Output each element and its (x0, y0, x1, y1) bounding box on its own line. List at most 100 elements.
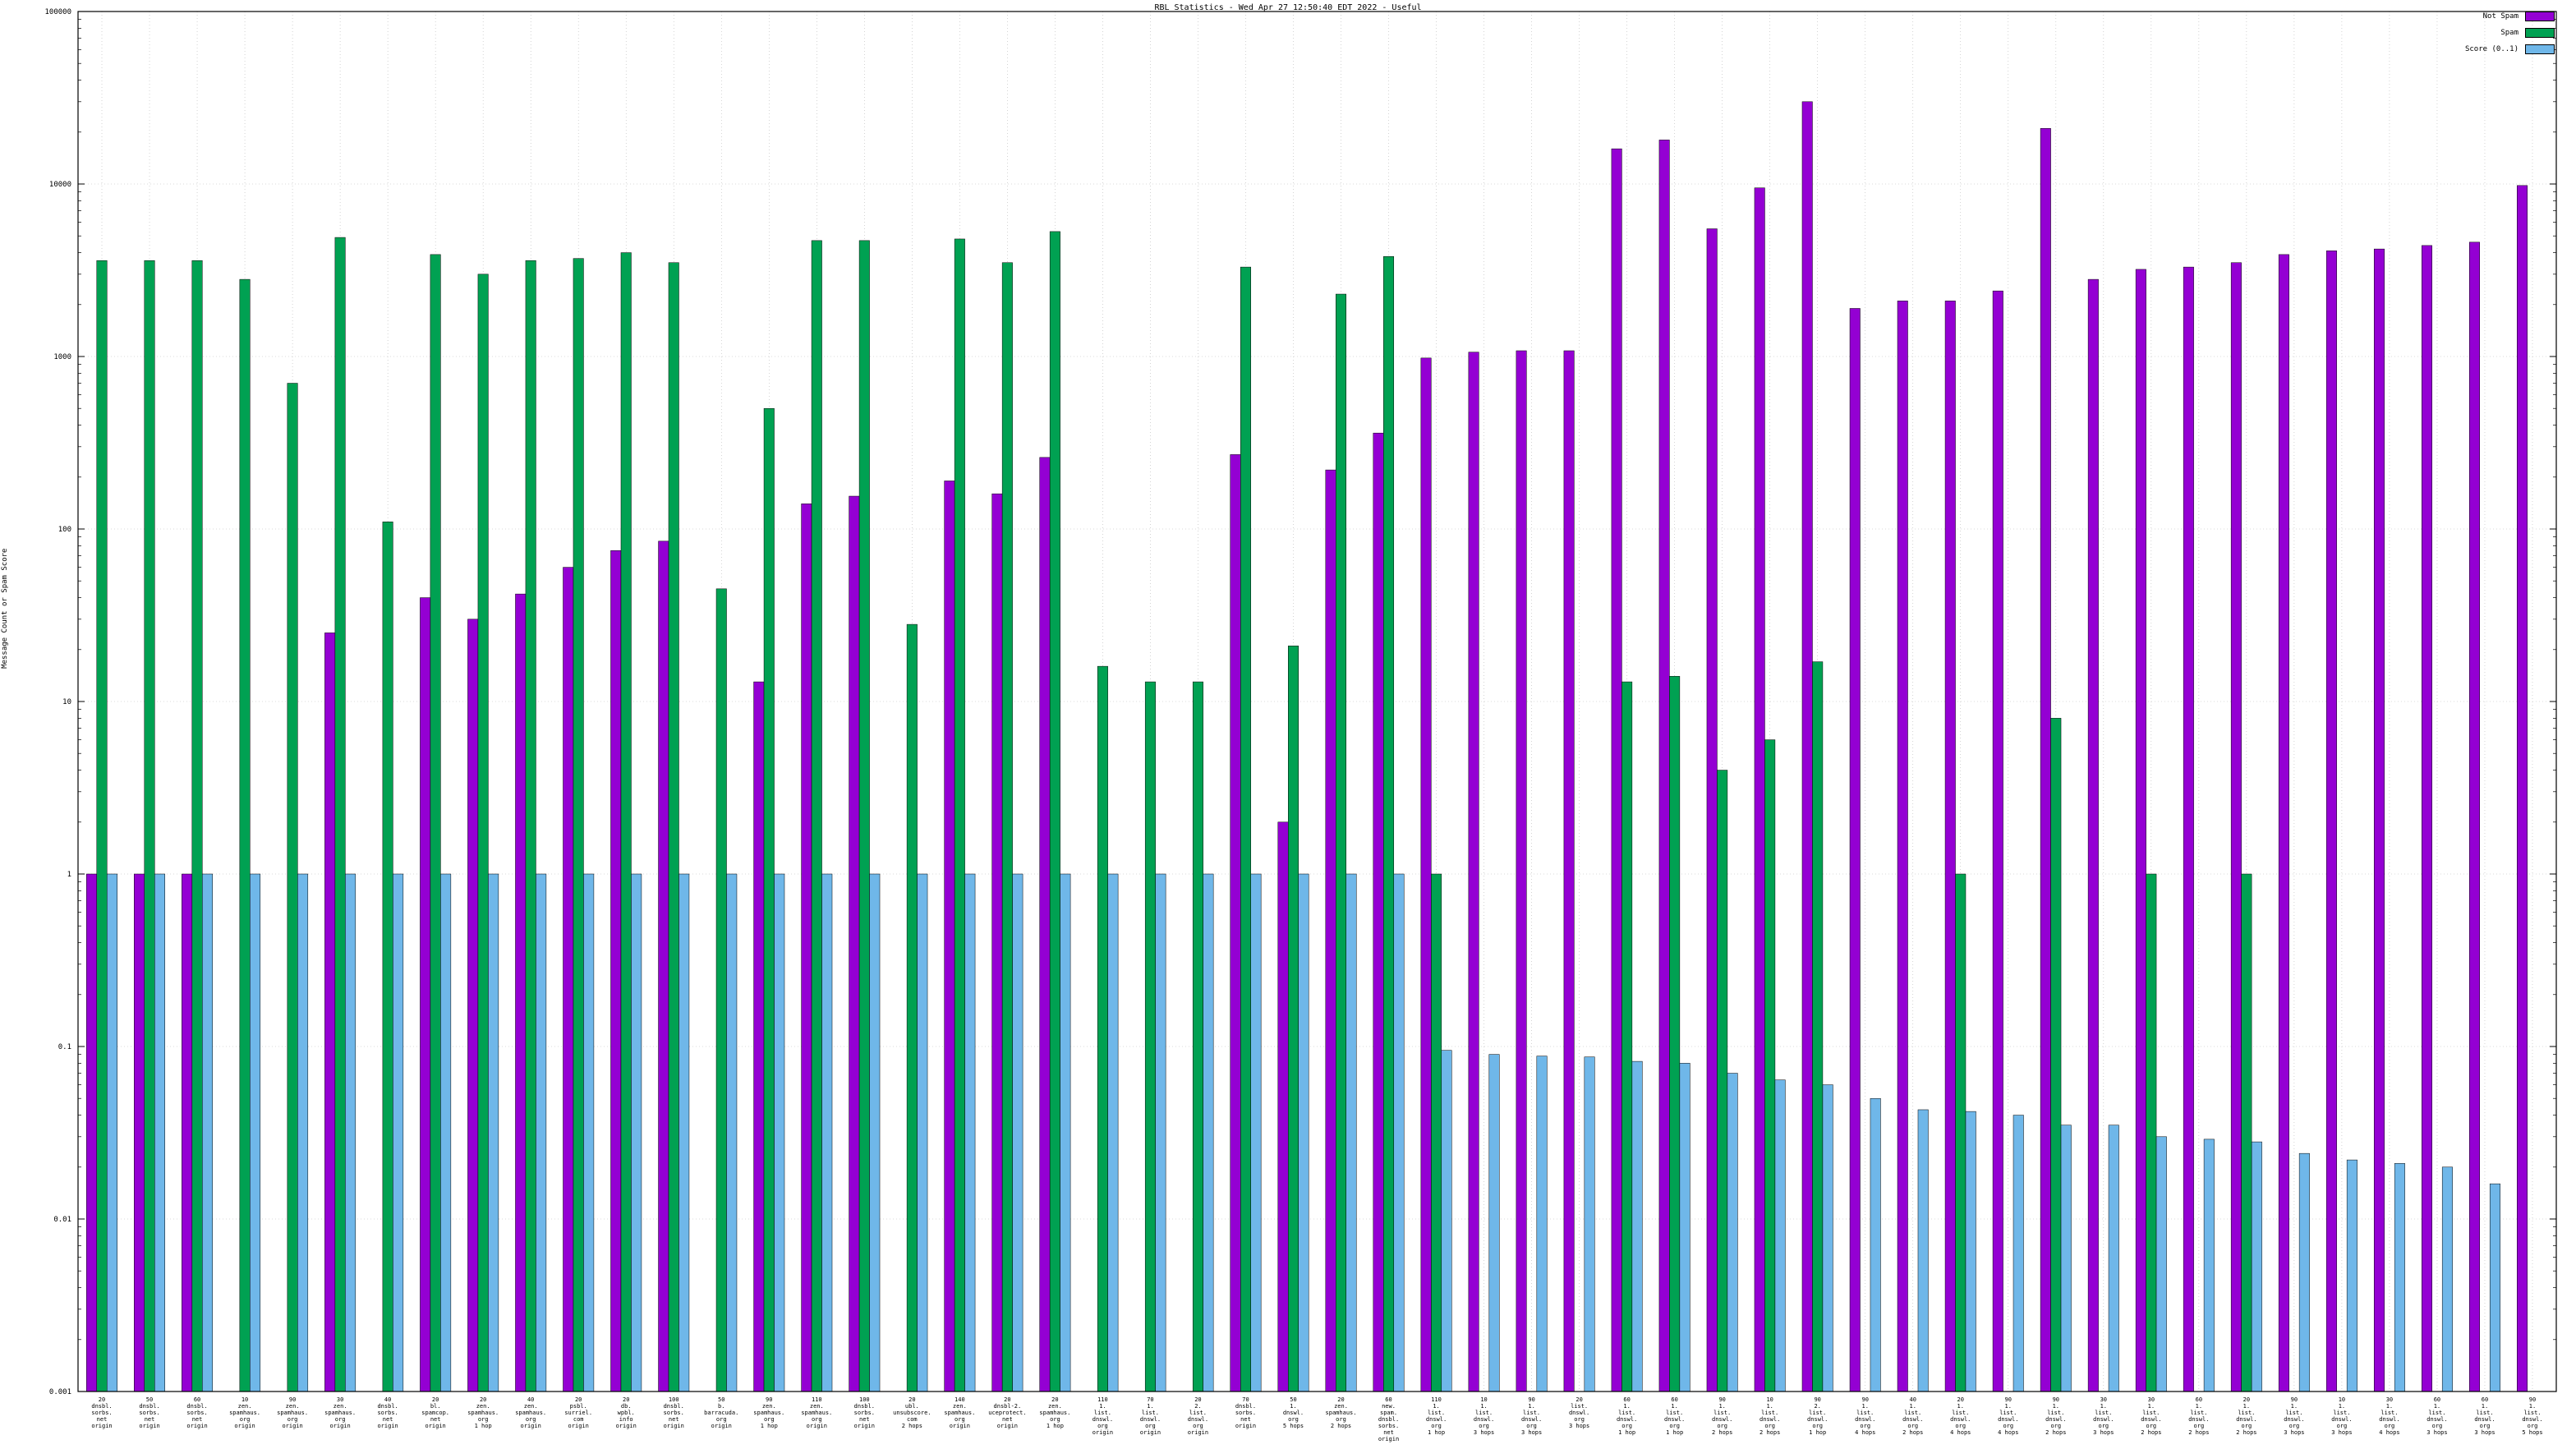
bar-not-spam (2040, 128, 2051, 1392)
x-category-label: org (1955, 1423, 1966, 1429)
x-category-label: spam. (1380, 1410, 1397, 1416)
bar-score (2298, 1152, 2310, 1392)
x-category-label: info (619, 1416, 633, 1423)
bar-not-spam (134, 873, 145, 1392)
x-category-label: 110 (1431, 1396, 1442, 1403)
x-category-label: 90 (1528, 1396, 1534, 1403)
x-category-label: 1. (1623, 1403, 1630, 1410)
x-category-label: 2 hops (1760, 1429, 1780, 1436)
bar-score (1393, 873, 1405, 1392)
x-category-label: dnswl. (1855, 1416, 1875, 1423)
x-category-label: 20 (1957, 1396, 1964, 1403)
x-category-label: list. (2095, 1410, 2112, 1416)
x-category-label: list. (2047, 1410, 2064, 1416)
x-category-label: 20 (575, 1396, 582, 1403)
x-category-label: dnswl. (2236, 1416, 2256, 1423)
legend-item-2: Score (0..1) (2465, 44, 2555, 54)
x-category-label: 60 (1623, 1396, 1630, 1403)
bar-score (1536, 1056, 1548, 1392)
x-category-label: 50 (1290, 1396, 1296, 1403)
bar-spam (1240, 266, 1251, 1392)
bar-spam (906, 623, 918, 1392)
bar-spam (239, 278, 251, 1392)
x-category-label: 90 (1814, 1396, 1820, 1403)
bar-score (1965, 1111, 1976, 1392)
x-category-label: list. (1809, 1410, 1826, 1416)
x-category-label: 20 (480, 1396, 486, 1403)
x-category-label: org (1479, 1423, 1489, 1429)
x-category-label: 4 hops (1855, 1429, 1875, 1436)
y-tick-label: 1 (67, 871, 71, 879)
x-category-label: dnswl. (2426, 1416, 2447, 1423)
bar-spam (96, 260, 108, 1392)
x-category-label: 50 (718, 1396, 724, 1403)
bar-spam (715, 588, 727, 1392)
x-category-label: list. (2476, 1410, 2493, 1416)
bar-not-spam (753, 681, 765, 1392)
bar-score (774, 873, 785, 1392)
bar-score (202, 873, 214, 1392)
y-tick-label: 0.01 (53, 1216, 71, 1224)
x-category-label: spamhaus. (467, 1410, 499, 1416)
x-category-label: origin (616, 1423, 637, 1429)
bar-score (964, 873, 976, 1392)
x-category-label: net (859, 1416, 870, 1423)
bar-spam (858, 240, 870, 1392)
bar-spam (477, 274, 489, 1392)
bar-not-spam (849, 495, 860, 1392)
y-tick-label: 0.001 (49, 1388, 71, 1396)
x-category-label: dnswl. (1664, 1416, 1685, 1423)
bar-score (869, 873, 881, 1392)
bar-spam (1955, 873, 1966, 1392)
x-category-label: spamhaus. (1039, 1410, 1070, 1416)
bar-spam (287, 383, 298, 1392)
x-category-label: 1. (1433, 1403, 1439, 1410)
x-category-label: spamhaus. (753, 1410, 784, 1416)
x-category-label: org (2432, 1423, 2443, 1429)
bar-spam (1717, 770, 1728, 1392)
bar-not-spam (1516, 350, 1527, 1392)
x-category-label: 90 (2053, 1396, 2059, 1403)
x-category-label: 1. (2434, 1403, 2440, 1410)
x-category-label: dnswl. (1950, 1416, 1971, 1423)
x-category-label: 1. (1528, 1403, 1534, 1410)
x-category-label: 60 (1385, 1396, 1392, 1403)
bars (86, 101, 2528, 1392)
bar-score (726, 873, 738, 1392)
x-category-label: 5 hops (1283, 1423, 1304, 1429)
x-category-label: 1. (2339, 1403, 2345, 1410)
bar-spam (2050, 718, 2062, 1392)
x-category-label: origin (425, 1423, 445, 1429)
legend-swatch (2525, 44, 2555, 54)
x-category-label: 2 hops (902, 1423, 922, 1429)
bar-spam (620, 252, 632, 1392)
x-category-label: origin (139, 1423, 159, 1429)
x-category-label: 10 (242, 1396, 248, 1403)
x-category-label: list. (1761, 1410, 1778, 1416)
x-category-label: db. (621, 1403, 632, 1410)
bar-score (1107, 873, 1119, 1392)
bar-not-spam (944, 481, 955, 1392)
x-category-label: org (2480, 1423, 2491, 1429)
x-category-label: com (907, 1416, 918, 1423)
x-category-label: org (1860, 1423, 1870, 1429)
x-category-label: 30 (2148, 1396, 2155, 1403)
bar-score (1917, 1109, 1929, 1392)
x-category-label: org (1193, 1423, 1203, 1429)
bar-not-spam (991, 493, 1003, 1392)
bar-spam (382, 522, 393, 1392)
x-category-label: dnswl. (1569, 1410, 1589, 1416)
x-category-label: ubl. (905, 1403, 919, 1410)
x-category-label: origin (854, 1423, 875, 1429)
bar-not-spam (1420, 357, 1432, 1392)
x-category-label: 1. (1766, 1403, 1773, 1410)
bar-spam (668, 262, 679, 1392)
bar-score (2155, 1136, 2167, 1392)
x-category-label: 1. (1671, 1403, 1677, 1410)
x-category-label: 2 hops (1331, 1423, 1351, 1429)
x-category-label: 20 (432, 1396, 439, 1403)
x-category-label: 4 hops (2379, 1429, 2399, 1436)
x-category-label: 90 (289, 1396, 296, 1403)
x-category-label: sorbs. (91, 1410, 112, 1416)
